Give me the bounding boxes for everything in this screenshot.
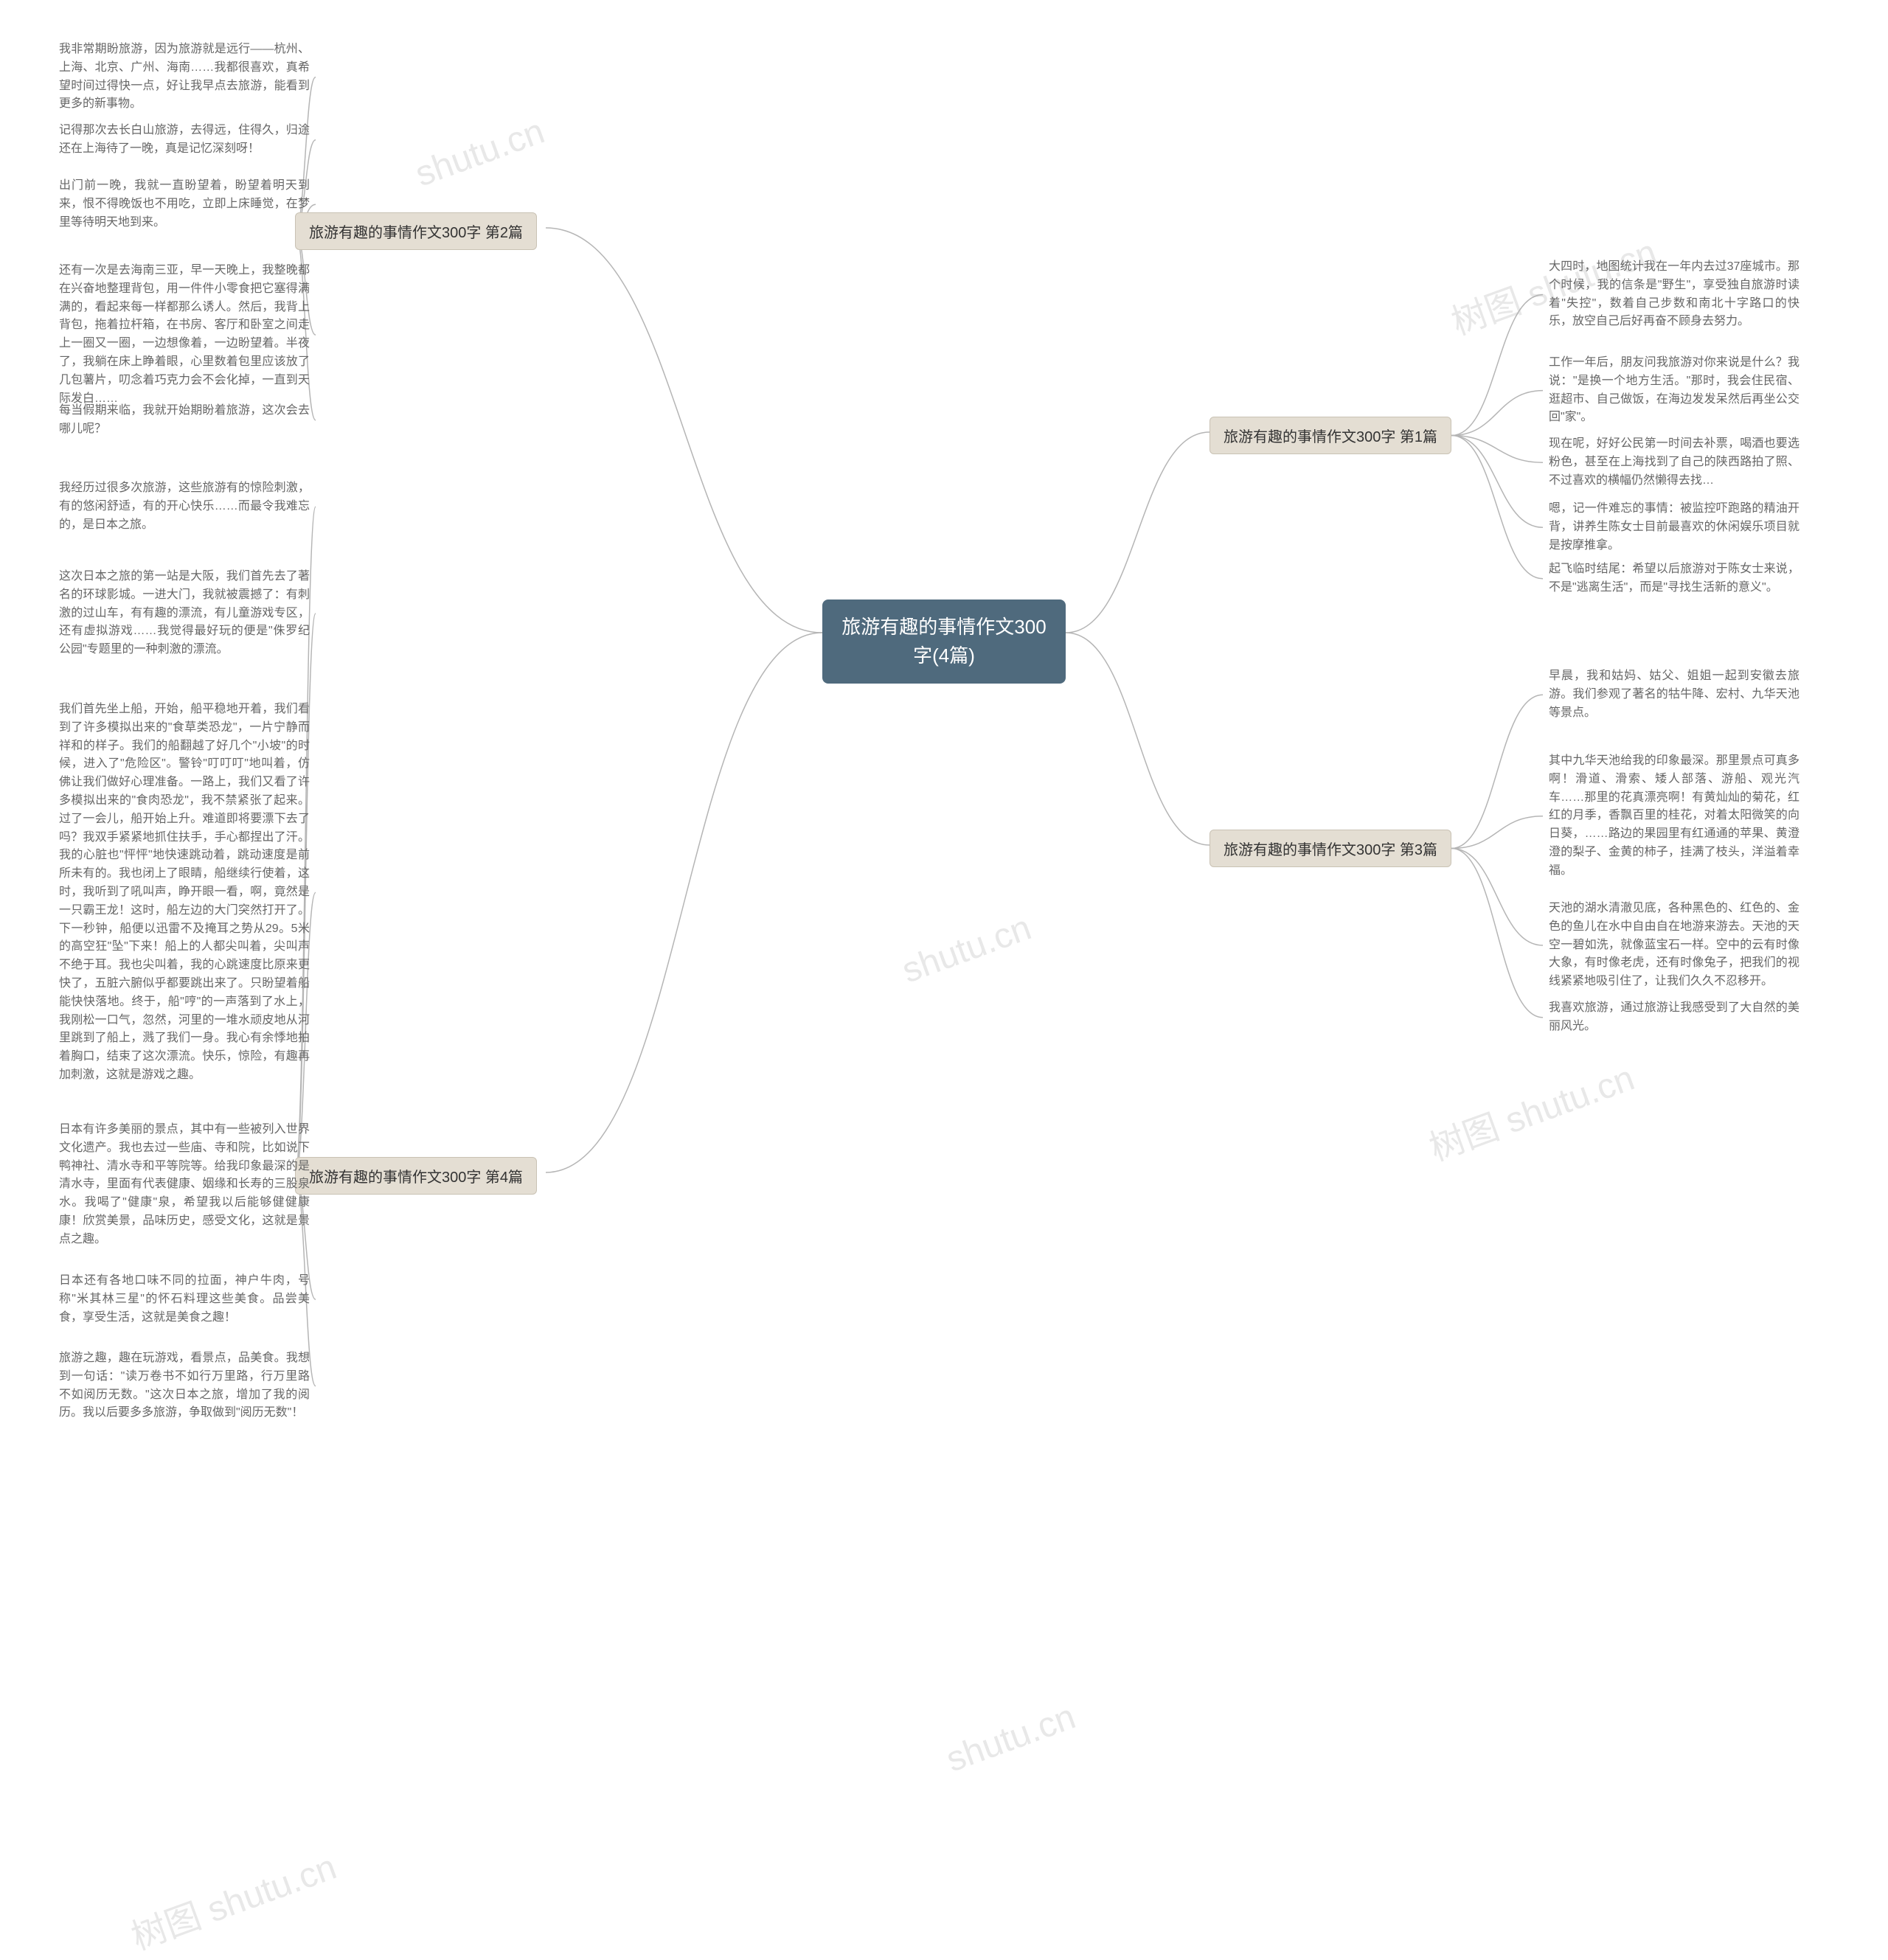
leaf-node: 其中九华天池给我的印象最深。那里景点可真多啊！滑道、滑索、矮人部落、游船、观光汽…: [1549, 752, 1800, 880]
leaf-node: 这次日本之旅的第一站是大阪，我们首先去了著名的环球影城。一进大门，我就被震撼了：…: [59, 568, 310, 659]
leaf-node: 我喜欢旅游，通过旅游让我感受到了大自然的美丽风光。: [1549, 999, 1800, 1036]
leaf-node: 出门前一晚，我就一直盼望着，盼望着明天到来，恨不得晚饭也不用吃，立即上床睡觉，在…: [59, 177, 310, 232]
branch-node: 旅游有趣的事情作文300字 第3篇: [1210, 830, 1451, 867]
leaf-node: 还有一次是去海南三亚，早一天晚上，我整晚都在兴奋地整理背包，用一件件小零食把它塞…: [59, 262, 310, 408]
leaf-node: 工作一年后，朋友问我旅游对你来说是什么？我说："是换一个地方生活。"那时，我会住…: [1549, 354, 1800, 427]
leaf-node: 嗯，记一件难忘的事情：被监控吓跑路的精油开背，讲养生陈女士目前最喜欢的休闲娱乐项…: [1549, 500, 1800, 555]
leaf-node: 日本有许多美丽的景点，其中有一些被列入世界文化遗产。我也去过一些庙、寺和院，比如…: [59, 1121, 310, 1249]
branch-node: 旅游有趣的事情作文300字 第1篇: [1210, 417, 1451, 454]
leaf-node: 起飞临时结尾：希望以后旅游对于陈女士来说，不是"逃离生活"，而是"寻找生活新的意…: [1549, 560, 1800, 597]
leaf-node: 每当假期来临，我就开始期盼着旅游，这次会去哪儿呢？: [59, 402, 310, 439]
leaf-node: 早晨，我和姑妈、姑父、姐姐一起到安徽去旅游。我们参观了著名的牯牛降、宏村、九华天…: [1549, 667, 1800, 722]
watermark: 树图 shutu.cn: [123, 1838, 342, 1959]
leaf-node: 大四时，地图统计我在一年内去过37座城市。那个时候，我的信条是"野生"，享受独自…: [1549, 258, 1800, 331]
leaf-node: 我非常期盼旅游，因为旅游就是远行——杭州、上海、北京、广州、海南……我都很喜欢，…: [59, 41, 310, 114]
leaf-node: 记得那次去长白山旅游，去得远，住得久，归途还在上海待了一晚，真是记忆深刻呀！: [59, 122, 310, 159]
leaf-node: 我经历过很多次旅游，这些旅游有的惊险刺激，有的悠闲舒适，有的开心快乐……而最令我…: [59, 479, 310, 534]
leaf-node: 现在呢，好好公民第一时间去补票，喝酒也要选粉色，甚至在上海找到了自己的陕西路拍了…: [1549, 435, 1800, 490]
center-node: 旅游有趣的事情作文300字(4篇): [822, 600, 1066, 684]
leaf-node: 旅游之趣，趣在玩游戏，看景点，品美食。我想到一句话："读万卷书不如行万里路，行万…: [59, 1349, 310, 1422]
leaf-node: 我们首先坐上船，开始，船平稳地开着，我们看到了许多模拟出来的"食草类恐龙"，一片…: [59, 701, 310, 1085]
leaf-node: 天池的湖水清澈见底，各种黑色的、红色的、金色的鱼儿在水中自由自在地游来游去。天池…: [1549, 900, 1800, 991]
leaf-node: 日本还有各地口味不同的拉面，神户牛肉，号称"米其林三星"的怀石料理这些美食。品尝…: [59, 1272, 310, 1327]
branch-node: 旅游有趣的事情作文300字 第2篇: [295, 212, 537, 250]
watermark: shutu.cn: [941, 1697, 1080, 1781]
branch-node: 旅游有趣的事情作文300字 第4篇: [295, 1157, 537, 1195]
watermark: shutu.cn: [897, 908, 1036, 992]
watermark: shutu.cn: [410, 111, 549, 195]
watermark: 树图 shutu.cn: [1421, 1049, 1640, 1170]
